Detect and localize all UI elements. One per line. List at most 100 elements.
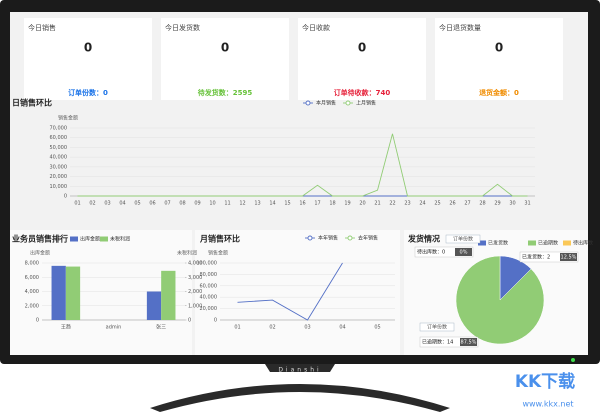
x-tick-label: 28: [479, 201, 485, 207]
x-tick-label: 03: [104, 201, 110, 207]
y-tick-label: 1,000: [188, 303, 202, 309]
series-line: [237, 262, 343, 321]
percent-badge: [560, 253, 577, 261]
chart-title: 日销售环比: [12, 98, 52, 108]
callout-box: [519, 251, 579, 263]
y-tick-label: 40,000: [200, 295, 218, 301]
percent-label: 12.5%: [561, 255, 577, 261]
y-axis-label: 销售金额: [58, 115, 78, 122]
x-tick-label: 05: [134, 201, 140, 207]
y-tick-label: 4,000: [25, 289, 39, 295]
x-tick-label: 09: [194, 201, 200, 207]
x-tick-label: 22: [389, 201, 395, 207]
callout-box: [414, 246, 474, 258]
y-tick-label: 30,000: [50, 164, 68, 170]
callout-label: 已发货数：2: [522, 254, 550, 261]
stat-card: [161, 18, 289, 100]
percent-label: 0%: [460, 250, 468, 256]
y2-axis-label: 未税利润: [177, 250, 197, 257]
percent-label: 87.5%: [461, 340, 477, 346]
monitor-stand: [150, 384, 450, 412]
legend-label: 已逾期数: [538, 240, 558, 247]
y-tick-label: 20,000: [200, 306, 218, 312]
x-tick-label: 31: [524, 201, 530, 207]
percent-badge: [455, 248, 472, 256]
legend-icon: [478, 240, 486, 246]
watermark-url: www.kkx.net: [522, 400, 573, 409]
chart-title: 业务员销售排行: [12, 234, 68, 244]
x-tick-label: 14: [269, 201, 275, 207]
legend-icon: [307, 235, 313, 241]
x-tick-label: 17: [314, 201, 320, 207]
legend-label: 上月销售: [356, 100, 376, 107]
y-tick-label: 4,000: [188, 261, 202, 267]
y-tick-label: 60,000: [50, 135, 68, 141]
x-tick-label: 08: [179, 201, 185, 207]
x-tick-label: 24: [419, 201, 425, 207]
y-tick-label: 0: [214, 318, 217, 324]
legend-label: 本年销售: [318, 235, 338, 242]
card-title: 今日销售: [28, 23, 56, 32]
percent-badge: [460, 338, 477, 346]
x-tick-label: 04: [119, 201, 125, 207]
callout-label: 已逾期数：14: [422, 339, 453, 346]
y-tick-label: 40,000: [50, 155, 68, 161]
x-tick-label: 王趋: [61, 324, 71, 331]
chart-title: 发货情况: [407, 234, 440, 244]
x-tick-label: admin: [106, 325, 122, 331]
chart-title: 月销售环比: [199, 234, 240, 244]
legend-icon: [563, 240, 571, 246]
card-title: 今日收款: [302, 23, 330, 32]
x-tick-label: 20: [359, 201, 365, 207]
y-tick-label: 0: [188, 318, 191, 324]
y-tick-label: 8,000: [25, 261, 39, 267]
y-tick-label: 70,000: [50, 126, 68, 132]
x-tick-label: 01: [234, 325, 240, 331]
card-title: 今日发货数: [165, 23, 200, 32]
x-tick-label: 29: [494, 201, 500, 207]
y-tick-label: 3,000: [188, 275, 202, 281]
stat-card: [435, 18, 563, 100]
y-tick-label: 100,000: [196, 261, 217, 267]
x-tick-label: 02: [89, 201, 95, 207]
legend-label: 本月销售: [316, 100, 336, 107]
legend-icon: [70, 236, 78, 242]
card-footer: 订单份数：0: [68, 88, 108, 97]
x-tick-label: 30: [509, 201, 515, 207]
callout-title: 订单份数: [427, 324, 447, 331]
y-tick-label: 0: [36, 318, 39, 324]
legend-icon: [345, 100, 351, 106]
x-tick-label: 19: [344, 201, 350, 207]
panel: [195, 230, 400, 355]
y-tick-label: 20,000: [50, 174, 68, 180]
x-tick-label: 01: [74, 201, 80, 207]
bar: [161, 270, 176, 320]
callout-header: [419, 322, 455, 332]
monitor-neck: [265, 364, 335, 372]
bar: [65, 266, 81, 320]
card-value: 0: [84, 41, 92, 55]
x-tick-label: 25: [434, 201, 440, 207]
bar: [146, 291, 162, 320]
card-value: 0: [221, 41, 229, 55]
card-title: 今日退货数量: [439, 23, 481, 32]
stat-card: [24, 18, 152, 100]
y-tick-label: 80,000: [200, 272, 218, 278]
callout-title: 订单份数: [453, 236, 473, 243]
x-tick-label: 02: [269, 325, 275, 331]
y-tick-label: 0: [64, 194, 67, 200]
legend-label: 待出库数: [573, 240, 593, 247]
pie-slice: [455, 255, 545, 345]
x-tick-label: 13: [254, 201, 260, 207]
legend-label: 未税利润: [110, 236, 130, 243]
x-tick-label: 18: [329, 201, 335, 207]
y-axis-label: 销售金额: [208, 250, 228, 257]
card-value: 0: [495, 41, 503, 55]
card-footer: 订单待收款：740: [334, 88, 391, 97]
legend-label: 已发货数: [488, 240, 508, 247]
stat-card: [298, 18, 426, 100]
x-tick-label: 06: [149, 201, 155, 207]
y-tick-label: 6,000: [25, 275, 39, 281]
legend-icon: [347, 235, 353, 241]
